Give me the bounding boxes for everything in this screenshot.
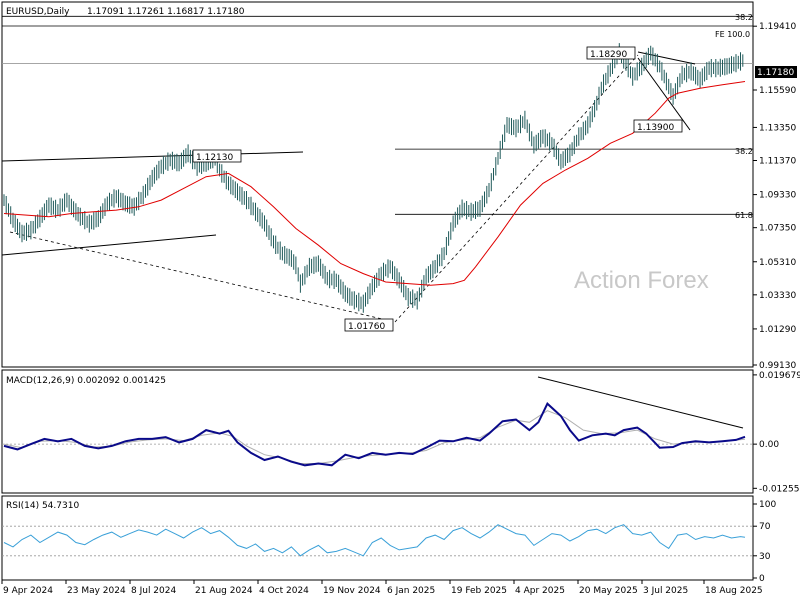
- rsi-header: RSI(14) 54.7310: [6, 501, 79, 511]
- trendline-lower-2024: [1, 234, 217, 256]
- x-tick-label: 19 Feb 2025: [451, 586, 507, 596]
- price-trendlines: [1, 51, 696, 323]
- macd-y-tick-label: 0.00: [759, 440, 779, 450]
- annotation-high-2025: 1.18290: [590, 50, 627, 60]
- x-tick-label: 8 Jul 2024: [131, 586, 176, 596]
- x-tick-label: 23 May 2024: [67, 586, 126, 596]
- x-tick-label: 21 Aug 2024: [195, 586, 253, 596]
- current-price-box: [755, 66, 797, 78]
- macd-header: MACD(12,26,9) 0.002092 0.001425: [6, 376, 166, 386]
- x-tick-label: 18 Aug 2025: [705, 586, 763, 596]
- price-y-tick-label: 1.01290: [759, 325, 796, 335]
- macd-y-tick-label: 0.019679: [759, 371, 800, 381]
- trendline-top-2025: [637, 51, 696, 65]
- fib-label-382: 38.2: [735, 147, 753, 156]
- annotation-low-2025-box: [633, 119, 683, 133]
- rsi-series: 100 70 30 0: [2, 500, 776, 584]
- x-tick-label: 20 May 2025: [579, 586, 638, 596]
- fib-label-382-top: 38.2: [735, 13, 753, 22]
- price-header-values: 1.17091 1.17261 1.16817 1.17180: [87, 7, 245, 17]
- annotation-low-2025: 1.13900: [637, 123, 674, 133]
- trendline-upper-2024: [1, 151, 304, 162]
- current-price-label: 1.17180: [757, 68, 794, 78]
- price-y-tick-label: 1.11370: [759, 157, 796, 167]
- macd-line: [3, 402, 746, 467]
- dashed-line-rally: [394, 54, 639, 323]
- price-y-ticks: 1.19410 1.15590 1.13350 1.11370 1.09330 1.073…: [753, 22, 796, 371]
- macd-trendline: [537, 376, 744, 429]
- macd-series: 0.019679 0.00 -0.012552: [2, 371, 800, 494]
- price-y-tick-label: 1.15590: [759, 86, 796, 96]
- fib-label-fe100: FE 100.0: [715, 30, 750, 39]
- price-bars: [3, 43, 744, 313]
- rsi-y-tick-label: 70: [759, 522, 771, 532]
- price-y-tick-label: 1.03330: [759, 291, 796, 301]
- trendline-drop-2025: [637, 57, 691, 131]
- price-header-symbol: EURUSD,Daily: [6, 7, 70, 17]
- rsi-y-tick-label: 30: [759, 552, 771, 562]
- x-axis-ticks: 9 Apr 2024 23 May 2024 8 Jul 2024 21 Aug 20…: [1, 580, 763, 596]
- x-tick-label: 19 Nov 2024: [323, 586, 381, 596]
- rsi-panel: [1, 495, 754, 581]
- fib-label-618: 61.8: [735, 211, 753, 220]
- price-fib-lines: [2, 15, 753, 215]
- price-panel: [1, 1, 754, 368]
- annotation-high-2024: 1.12130: [196, 153, 233, 163]
- x-tick-label: 4 Apr 2025: [515, 586, 565, 596]
- watermark: Action Forex: [574, 267, 709, 294]
- annotation-high-2025-box: [586, 46, 636, 60]
- x-tick-label: 9 Apr 2024: [3, 586, 53, 596]
- annotation-low-2024: 1.01760: [348, 322, 385, 332]
- price-annotations: 1.18290 1.13900 1.12130 1.01760 38.2 FE 100.0…: [192, 13, 753, 332]
- rsi-y-tick-label: 100: [759, 500, 776, 510]
- x-tick-label: 3 Jul 2025: [643, 586, 688, 596]
- x-tick-label: 6 Jan 2025: [387, 586, 435, 596]
- price-y-tick-label: 1.05310: [759, 258, 796, 268]
- macd-y-tick-label: -0.012552: [759, 484, 800, 494]
- price-y-tick-label: 1.19410: [759, 22, 796, 32]
- annotation-low-2024-box: [344, 318, 394, 332]
- price-y-tick-label: 1.13350: [759, 123, 796, 133]
- price-y-tick-label: 1.07350: [759, 224, 796, 234]
- rsi-line: [3, 524, 746, 557]
- price-y-tick-label: 0.99130: [759, 361, 796, 371]
- rsi-y-tick-label: 0: [759, 574, 765, 584]
- annotation-high-2024-box: [192, 149, 242, 163]
- price-y-tick-label: 1.09330: [759, 191, 796, 201]
- x-tick-label: 4 Oct 2024: [259, 586, 309, 596]
